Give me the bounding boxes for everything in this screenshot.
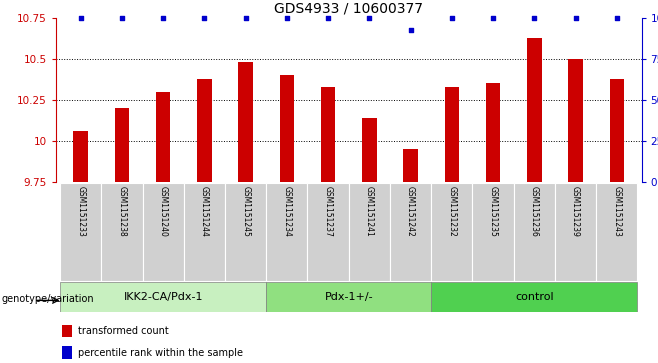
- Bar: [74, 131, 88, 182]
- Text: GSM1151240: GSM1151240: [159, 186, 168, 237]
- Bar: [62, 346, 72, 359]
- Bar: [321, 87, 336, 182]
- Bar: [472, 183, 514, 281]
- Point: [529, 15, 540, 21]
- Point: [488, 15, 498, 21]
- Bar: [143, 183, 184, 281]
- Text: GSM1151238: GSM1151238: [117, 186, 126, 237]
- Text: GSM1151241: GSM1151241: [365, 186, 374, 237]
- Text: GSM1151245: GSM1151245: [241, 186, 250, 237]
- Bar: [486, 83, 500, 182]
- Point: [158, 15, 168, 21]
- Text: GSM1151232: GSM1151232: [447, 186, 457, 237]
- Bar: [280, 75, 294, 182]
- Text: control: control: [515, 292, 553, 302]
- Text: genotype/variation: genotype/variation: [1, 294, 94, 305]
- Text: GSM1151239: GSM1151239: [571, 186, 580, 237]
- Text: GSM1151235: GSM1151235: [489, 186, 497, 237]
- Text: GSM1151233: GSM1151233: [76, 186, 85, 237]
- Bar: [184, 183, 225, 281]
- Point: [611, 15, 622, 21]
- Bar: [266, 282, 431, 311]
- Bar: [349, 183, 390, 281]
- Bar: [514, 183, 555, 281]
- Bar: [555, 183, 596, 281]
- Bar: [60, 282, 266, 311]
- Point: [323, 15, 334, 21]
- Bar: [101, 183, 143, 281]
- Text: transformed count: transformed count: [78, 326, 169, 336]
- Text: GSM1151244: GSM1151244: [200, 186, 209, 237]
- Bar: [197, 78, 212, 182]
- Text: GSM1151236: GSM1151236: [530, 186, 539, 237]
- Bar: [445, 87, 459, 182]
- Point: [570, 15, 581, 21]
- Text: percentile rank within the sample: percentile rank within the sample: [78, 347, 243, 358]
- Point: [76, 15, 86, 21]
- Point: [240, 15, 251, 21]
- Point: [447, 15, 457, 21]
- Text: GSM1151234: GSM1151234: [282, 186, 291, 237]
- Bar: [62, 325, 72, 337]
- Text: GSM1151237: GSM1151237: [324, 186, 333, 237]
- Bar: [114, 108, 129, 182]
- Point: [282, 15, 292, 21]
- Bar: [609, 78, 624, 182]
- Title: GDS4933 / 10600377: GDS4933 / 10600377: [274, 1, 423, 16]
- Bar: [307, 183, 349, 281]
- Bar: [225, 183, 266, 281]
- Bar: [527, 38, 542, 182]
- Point: [199, 15, 210, 21]
- Text: Pdx-1+/-: Pdx-1+/-: [324, 292, 373, 302]
- Bar: [596, 183, 638, 281]
- Bar: [431, 183, 472, 281]
- Bar: [403, 149, 418, 182]
- Bar: [60, 183, 101, 281]
- Bar: [569, 59, 583, 182]
- Text: GSM1151242: GSM1151242: [406, 186, 415, 237]
- Bar: [156, 91, 170, 182]
- Point: [364, 15, 374, 21]
- Point: [116, 15, 127, 21]
- Bar: [362, 118, 376, 182]
- Bar: [431, 282, 638, 311]
- Bar: [238, 62, 253, 182]
- Bar: [390, 183, 431, 281]
- Text: IKK2-CA/Pdx-1: IKK2-CA/Pdx-1: [124, 292, 203, 302]
- Bar: [266, 183, 307, 281]
- Text: GSM1151243: GSM1151243: [613, 186, 621, 237]
- Point: [405, 27, 416, 33]
